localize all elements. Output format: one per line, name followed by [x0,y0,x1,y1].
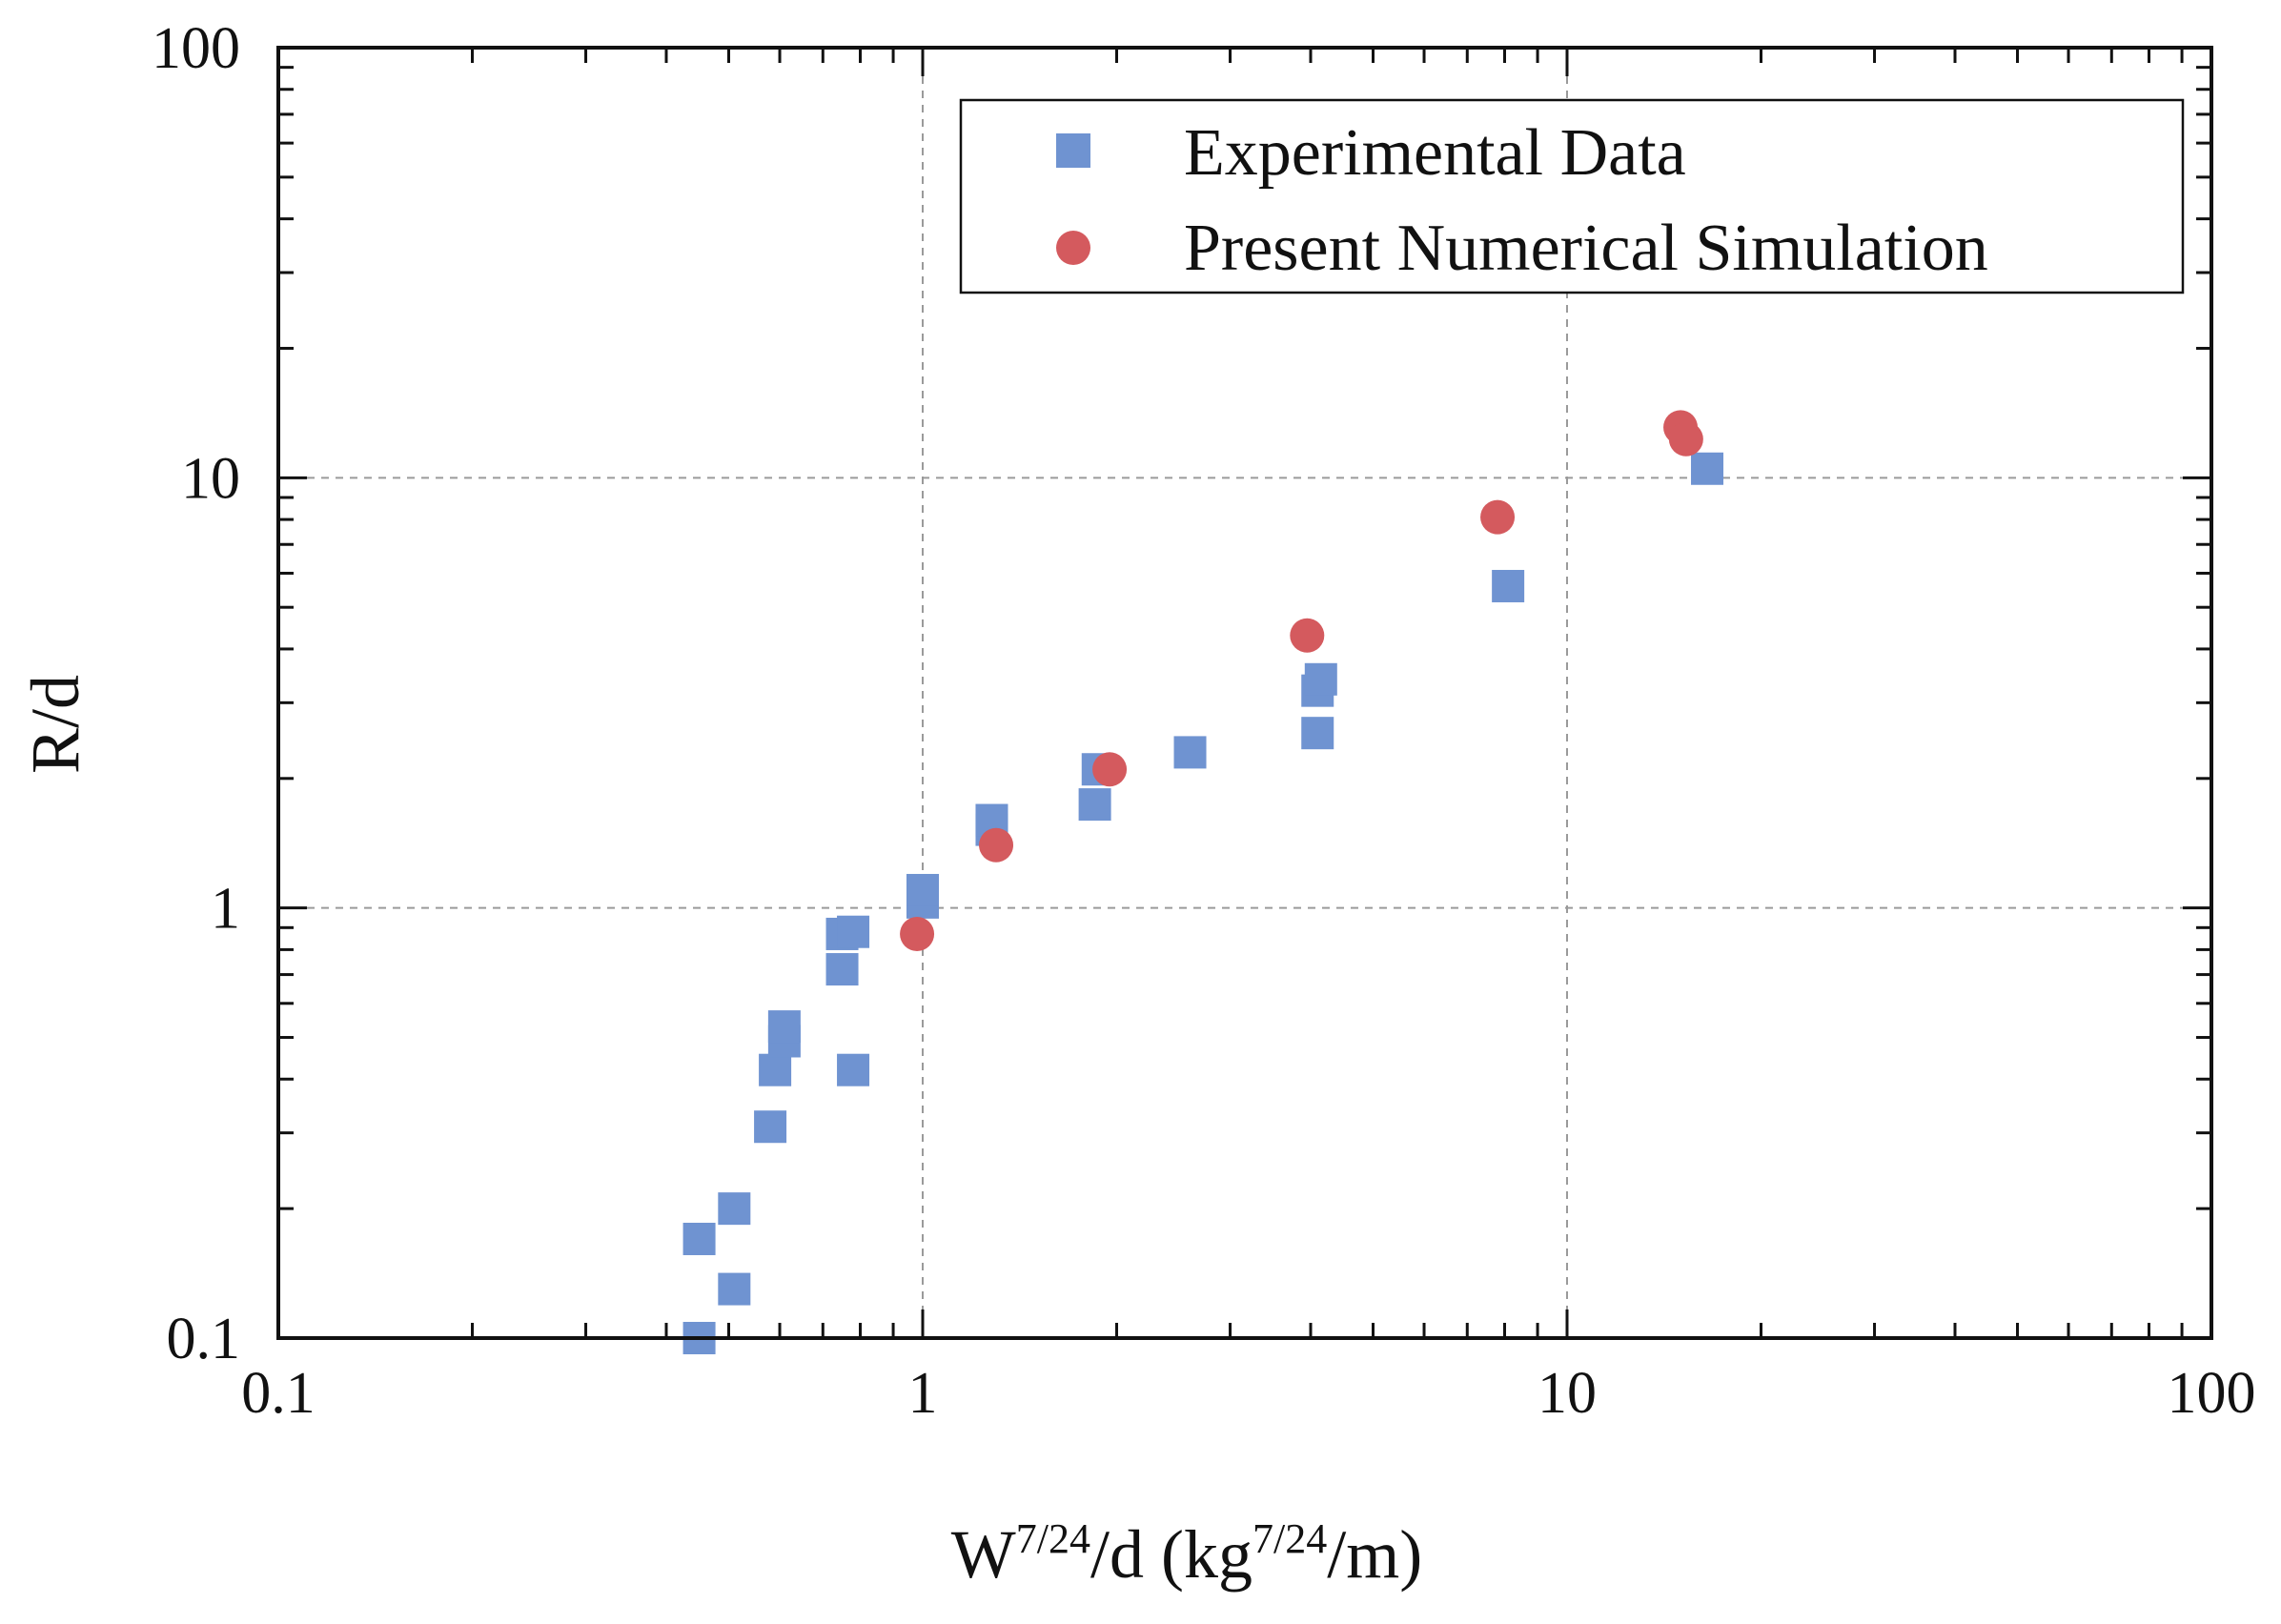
data-point-present-numerical-simulation [979,827,1014,863]
data-point-experimental-data [837,915,870,948]
x-axis-title-superscript: 7/24 [1253,1515,1327,1562]
y-tick-label: 10 [181,446,240,511]
data-point-present-numerical-simulation [1668,421,1703,457]
legend-label-experimental-data: Experimental Data [1184,116,1686,190]
x-axis-title-part: /m) [1327,1516,1422,1593]
x-tick-label: 10 [1538,1361,1597,1426]
data-point-experimental-data [718,1192,751,1226]
data-point-present-numerical-simulation [1290,618,1325,653]
x-tick-label: 0.1 [241,1361,316,1426]
x-axis-title: W7/24/d (kg7/24/m) [951,1515,1422,1593]
data-point-experimental-data [1304,662,1337,696]
data-point-experimental-data [1492,569,1525,602]
y-tick-label: 100 [152,16,240,81]
label-layer: 0.1 1 10 100 0.1 1 10 100 [152,16,2256,1426]
data-point-experimental-data [1078,788,1111,822]
x-tick-label: 1 [908,1361,938,1426]
x-axis-title-part: /d (kg [1090,1516,1253,1593]
data-point-present-numerical-simulation [900,916,935,951]
x-axis-title-superscript: 7/24 [1016,1515,1090,1562]
data-point-present-numerical-simulation [1092,752,1128,787]
x-tick-label: 100 [2168,1361,2256,1426]
data-point-experimental-data [767,1010,801,1044]
data-point-experimental-data [1301,717,1334,750]
legend-box [959,98,2185,294]
data-point-experimental-data [682,1222,716,1255]
data-point-experimental-data [718,1272,751,1306]
y-tick-label: 0.1 [167,1307,241,1371]
y-axis-title: R/d [17,675,93,774]
data-point-experimental-data [837,1053,870,1086]
legend: Experimental Data Present Numerical Simu… [959,98,2185,294]
legend-marker-present-numerical-simulation [1056,231,1090,265]
legend-label-present-numerical-simulation: Present Numerical Simulation [1184,212,1988,285]
data-point-experimental-data [906,873,939,906]
data-point-experimental-data [825,953,859,986]
data-point-experimental-data [759,1053,792,1086]
plot-frame [276,46,2213,1340]
data-point-experimental-data [754,1110,787,1144]
data-point-experimental-data [1173,736,1207,769]
x-axis-title-part: W [951,1516,1016,1593]
data-point-present-numerical-simulation [1480,499,1516,535]
legend-marker-experimental-data [1056,133,1090,168]
y-tick-label: 1 [211,877,240,942]
data-point-experimental-data [1691,452,1724,485]
